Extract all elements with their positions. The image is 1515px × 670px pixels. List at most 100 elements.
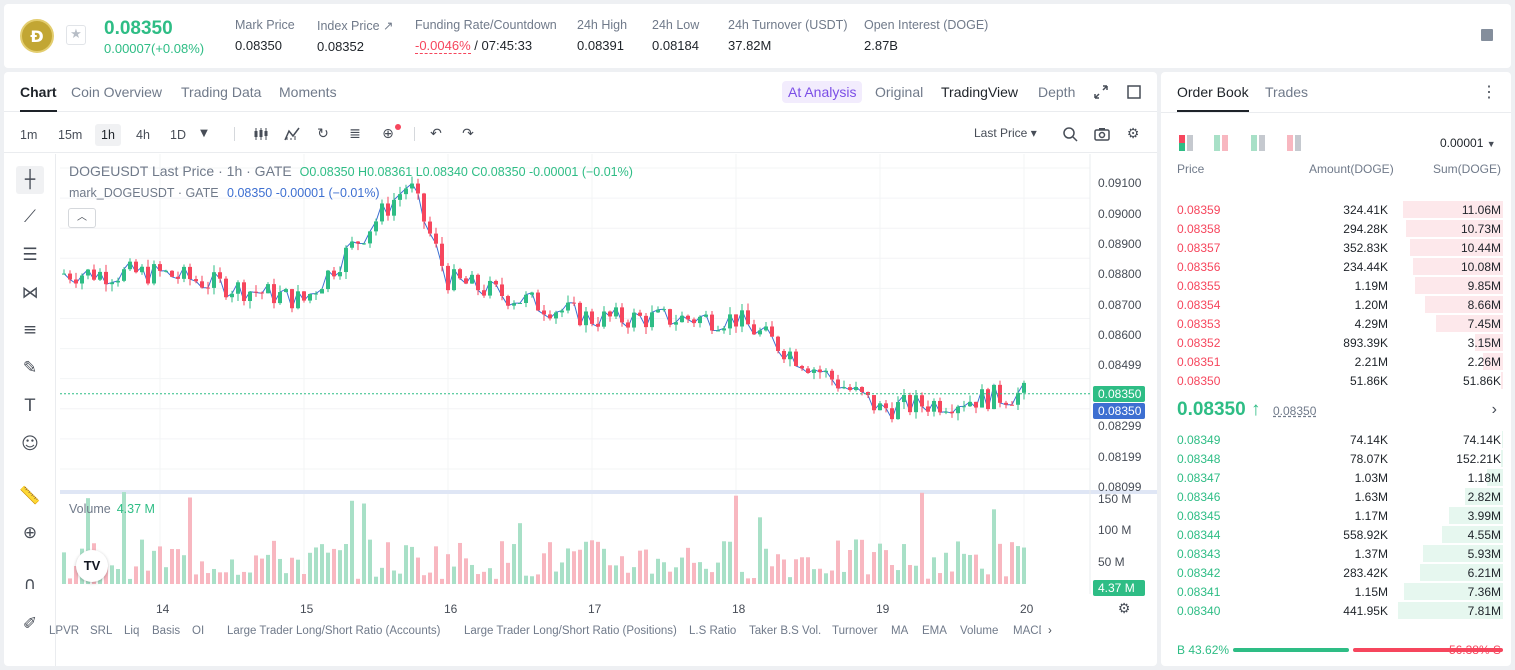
timeframe-1d[interactable]: 1D <box>170 128 186 142</box>
templates-icon[interactable]: ≣ <box>349 126 361 142</box>
tab-coin-overview[interactable]: Coin Overview <box>71 84 163 100</box>
layout-asks-icon[interactable] <box>1287 135 1303 151</box>
scroll-right-icon[interactable]: › <box>1048 625 1052 637</box>
bid-row[interactable]: 0.08343 1.37M 5.93M <box>1161 544 1511 563</box>
indicator-ma[interactable]: MA <box>891 625 909 637</box>
ask-row[interactable]: 0.08354 1.20M 8.66M <box>1161 295 1511 314</box>
ask-row[interactable]: 0.08356 234.44K 10.08M <box>1161 257 1511 276</box>
crosshair-icon[interactable]: ┼ <box>16 166 44 194</box>
ask-row[interactable]: 0.08353 4.29M 7.45M <box>1161 314 1511 333</box>
price-type-select[interactable]: Last Price ▾ <box>974 126 1037 140</box>
indicator-ls-positions[interactable]: Large Trader Long/Short Ratio (Positions… <box>464 625 677 637</box>
precision-select[interactable]: 0.00001 ▼ <box>1440 136 1496 150</box>
tab-trading-data[interactable]: Trading Data <box>181 84 262 100</box>
index-price-stat[interactable]: Index Price ↗ 0.08352 <box>317 18 393 54</box>
settings-gear-icon[interactable]: ⚙ <box>1126 126 1140 142</box>
indicator-liq[interactable]: Liq <box>124 625 140 637</box>
horizontal-lines-icon[interactable]: ☰ <box>22 245 38 265</box>
pattern-icon[interactable]: ⋈ <box>21 283 39 303</box>
layout-bids-icon[interactable] <box>1251 135 1267 151</box>
bid-row[interactable]: 0.08347 1.03M 1.18M <box>1161 468 1511 487</box>
tab-chart[interactable]: Chart <box>20 84 57 112</box>
fib-icon[interactable]: ≡ <box>22 320 38 340</box>
collapse-legend-icon[interactable]: ︿ <box>68 208 96 228</box>
sell-ratio-bar <box>1352 648 1503 652</box>
indicator-taker-vol[interactable]: Taker B.S Vol. <box>749 625 822 637</box>
bid-row[interactable]: 0.08341 1.15M 7.36M <box>1161 582 1511 601</box>
ai-analysis-button[interactable]: A͏t Analysis <box>782 81 863 103</box>
view-depth[interactable]: Depth <box>1038 84 1076 100</box>
indicator-lpvr[interactable]: LPVR <box>49 625 80 637</box>
candle-body <box>278 292 282 304</box>
book-icon[interactable] <box>1481 29 1493 41</box>
ask-row[interactable]: 0.08351 2.21M 2.26M <box>1161 352 1511 371</box>
ask-row[interactable]: 0.08357 352.83K 10.44M <box>1161 238 1511 257</box>
timeframe-1h[interactable]: 1h <box>95 124 121 146</box>
tab-moments[interactable]: Moments <box>279 84 337 100</box>
timeframe-4h[interactable]: 4h <box>136 128 150 142</box>
bid-row[interactable]: 0.08342 283.42K 6.21M <box>1161 563 1511 582</box>
trend-line-icon[interactable]: ⟋ <box>24 207 36 227</box>
bid-row[interactable]: 0.08349 74.14K 74.14K <box>1161 430 1511 449</box>
more-options-icon[interactable]: ⋮ <box>1481 84 1497 101</box>
favorite-star-icon[interactable]: ★ <box>66 25 86 45</box>
lock-drawings-icon[interactable]: ✐ <box>22 614 38 634</box>
text-tool-icon[interactable]: T <box>24 396 36 416</box>
candles-icon[interactable] <box>253 126 269 142</box>
window-icon[interactable] <box>1127 85 1141 99</box>
emoji-icon[interactable]: ☺ <box>21 434 39 454</box>
indicator-oi[interactable]: OI <box>192 625 205 637</box>
ask-row[interactable]: 0.08355 1.19M 9.85M <box>1161 276 1511 295</box>
refresh-icon[interactable]: ↻ <box>317 126 329 142</box>
indicator-ema[interactable]: EMA <box>922 625 947 637</box>
magnet-icon[interactable]: ∩ <box>23 574 37 594</box>
chevron-right-icon[interactable]: › <box>1491 401 1497 418</box>
tradingview-logo[interactable]: TV <box>76 550 108 582</box>
buy-ratio-bar <box>1233 648 1349 652</box>
indicator-macd[interactable]: MACD <box>1013 625 1041 637</box>
indicator-srl[interactable]: SRL <box>90 625 113 637</box>
volume-bar <box>410 546 414 584</box>
bid-row[interactable]: 0.08345 1.17M 3.99M <box>1161 506 1511 525</box>
timeframe-15m[interactable]: 15m <box>58 128 83 142</box>
indicator-ls-accounts[interactable]: Large Trader Long/Short Ratio (Accounts) <box>227 625 441 637</box>
volume-bar <box>584 541 588 584</box>
bid-row[interactable]: 0.08346 1.63M 2.82M <box>1161 487 1511 506</box>
search-icon[interactable] <box>1062 126 1078 142</box>
tab-order-book[interactable]: Order Book <box>1177 84 1249 112</box>
layout-both-alt-icon[interactable] <box>1214 135 1230 151</box>
chart-settings-icon[interactable]: ⚙ <box>1117 601 1131 617</box>
indicator-turnover[interactable]: Turnover <box>832 625 878 637</box>
view-tradingview[interactable]: TradingView <box>941 84 1019 100</box>
brush-icon[interactable]: ✎ <box>22 358 38 378</box>
indicator-basis[interactable]: Basis <box>152 625 181 637</box>
candle-body <box>596 323 600 327</box>
view-original[interactable]: Original <box>875 84 924 100</box>
redo-icon[interactable]: ↷ <box>462 126 474 142</box>
bid-row[interactable]: 0.08344 558.92K 4.55M <box>1161 525 1511 544</box>
expand-icon[interactable] <box>1094 85 1108 99</box>
ask-row[interactable]: 0.08359 324.41K 11.06M <box>1161 200 1511 219</box>
ask-row[interactable]: 0.08352 893.39K 3.15M <box>1161 333 1511 352</box>
candle-body <box>674 322 678 325</box>
mid-mark-price: 0.08350 <box>1273 404 1317 418</box>
ask-price: 0.08351 <box>1177 355 1221 369</box>
camera-icon[interactable] <box>1094 126 1110 142</box>
zoom-in-icon[interactable]: ⊕ <box>22 523 38 543</box>
timeframe-1m[interactable]: 1m <box>20 128 38 142</box>
bid-row[interactable]: 0.08340 441.95K 7.81M <box>1161 601 1511 620</box>
ask-row[interactable]: 0.08358 294.28K 10.73M <box>1161 219 1511 238</box>
ruler-icon[interactable]: 📏 <box>19 486 41 506</box>
layout-both-icon[interactable] <box>1179 135 1195 151</box>
tab-trades[interactable]: Trades <box>1265 84 1309 100</box>
add-indicator-icon[interactable]: ⊕ <box>382 126 394 142</box>
timeframe-dropdown-icon[interactable]: ▼ <box>200 128 208 139</box>
indicator-ls-ratio[interactable]: L.S Ratio <box>689 625 737 637</box>
volume-bar <box>470 564 474 584</box>
ask-row[interactable]: 0.08350 51.86K 51.86K <box>1161 371 1511 390</box>
undo-icon[interactable]: ↶ <box>430 126 442 142</box>
indicator-volume[interactable]: Volume <box>960 625 999 637</box>
bid-row[interactable]: 0.08348 78.07K 152.21K <box>1161 449 1511 468</box>
candlestick-chart[interactable] <box>60 154 1157 594</box>
indicators-icon[interactable] <box>284 126 300 142</box>
